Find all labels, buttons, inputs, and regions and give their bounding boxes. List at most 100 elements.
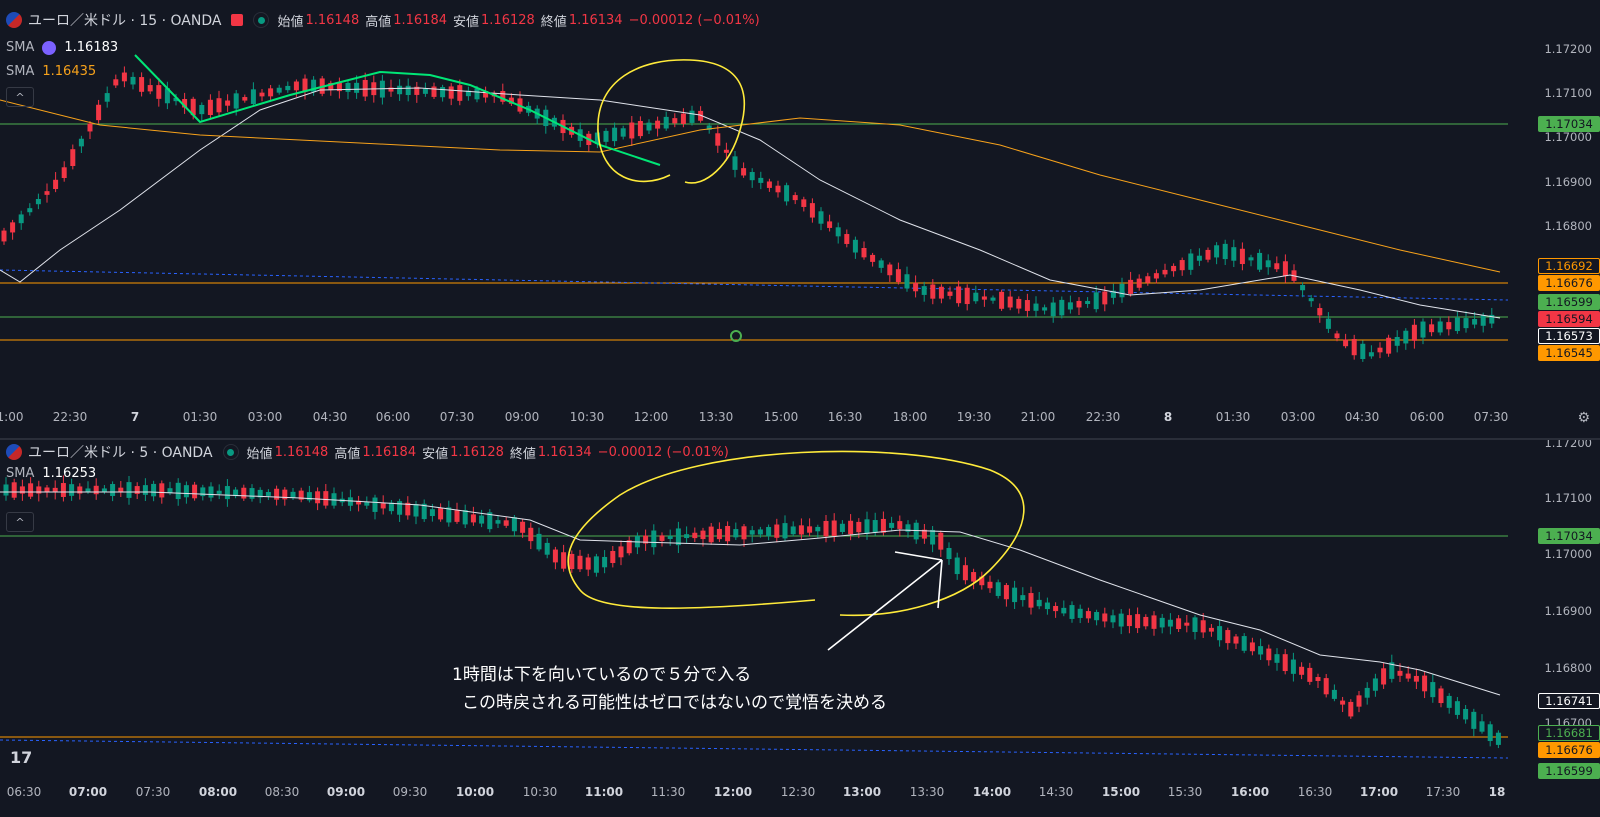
candle-body (775, 185, 781, 193)
candle-body (790, 526, 796, 535)
candle-body (1420, 321, 1426, 338)
candle-body (483, 91, 489, 98)
candle-body (1176, 618, 1182, 630)
sma-value: 1.16253 (42, 466, 97, 481)
candle-body (1028, 593, 1034, 608)
sma-value: 1.16435 (42, 64, 97, 79)
candle-body (1050, 302, 1056, 317)
time-tick: 7 (130, 410, 140, 424)
candle-body (1463, 708, 1469, 720)
candle-body (1368, 352, 1374, 357)
candle-body (130, 76, 136, 85)
price-label: 1.16676 (1538, 742, 1600, 758)
candle-body (1118, 613, 1124, 627)
candle-body (282, 489, 288, 500)
candle-body (1274, 263, 1280, 270)
candle-body (999, 291, 1005, 309)
candle-body (1192, 617, 1198, 632)
candle-body (561, 552, 567, 569)
time-tick: 06:00 (375, 410, 411, 424)
time-tick: 03:00 (247, 410, 283, 424)
candle-body (1042, 307, 1048, 311)
candle-body (1248, 257, 1254, 261)
sma-legend-1[interactable]: SMA 1.16183 (6, 40, 118, 55)
candle-body (981, 296, 987, 300)
price-plot-15min[interactable] (0, 0, 1600, 438)
candle-body (1136, 278, 1142, 288)
price-plot-5min[interactable] (0, 440, 1600, 817)
candle-body (462, 510, 468, 525)
candle-body (142, 485, 148, 495)
candle-body (1033, 303, 1039, 311)
candle-body (1386, 337, 1392, 354)
candle-body (689, 110, 695, 123)
sma-legend-1[interactable]: SMA 1.16253 (6, 466, 96, 481)
candle-body (156, 85, 162, 99)
symbol-title[interactable]: ユーロ／米ドル · 15 · OANDA (28, 13, 222, 29)
candle-body (298, 490, 304, 500)
candle-body (1397, 670, 1403, 676)
candle-body (1331, 689, 1337, 699)
arrow-head (937, 559, 943, 609)
candle-body (792, 195, 798, 201)
candle-body (200, 487, 206, 497)
candle-body (508, 97, 514, 104)
time-tick: 07:30 (135, 785, 171, 799)
annotation-text-2: この時戻される可能性はゼロではないので覚悟を決める (462, 693, 887, 713)
collapse-legend-button[interactable]: ^ (6, 512, 34, 532)
chart-pane-15min[interactable]: ユーロ／米ドル · 15 · OANDA 始値 1.16148 高値 1.161… (0, 0, 1600, 440)
candle-body (1411, 324, 1417, 341)
candle-body (995, 582, 1001, 596)
candle-body (429, 509, 435, 517)
candle-body (323, 491, 329, 506)
candle-body (938, 286, 944, 299)
candle-body (27, 208, 33, 213)
candle-body (241, 487, 247, 499)
time-tick: 1:00 (0, 410, 24, 424)
candle-body (167, 488, 173, 494)
candle-body (1012, 587, 1018, 603)
collapse-legend-button[interactable]: ^ (6, 87, 34, 107)
candle-body (364, 501, 370, 506)
candle-body (872, 520, 878, 533)
time-tick: 12:00 (633, 410, 669, 424)
low-value: 1.16128 (450, 444, 504, 460)
candle-body (637, 120, 643, 137)
candle-body (1076, 300, 1082, 308)
chart-pane-5min[interactable]: ユーロ／米ドル · 5 · OANDA 始値 1.16148 高値 1.1618… (0, 440, 1600, 817)
sma-legend-2[interactable]: SMA 1.16435 (6, 64, 96, 79)
candle-body (1422, 675, 1428, 692)
candle-body (818, 211, 824, 224)
price-label: 1.16599 (1538, 294, 1600, 310)
candle-body (293, 81, 299, 91)
time-tick: 17:00 (1359, 785, 1399, 799)
candle-body (766, 181, 772, 188)
high-value: 1.16184 (362, 444, 417, 460)
candle-body (593, 556, 599, 573)
highlight-circle (597, 59, 746, 184)
legend-header: ユーロ／米ドル · 5 · OANDA 始値 1.16148 高値 1.1618… (6, 442, 735, 462)
sma-name: SMA (6, 466, 35, 481)
candle-body (823, 520, 829, 537)
candle-body (151, 483, 157, 497)
candle-body (216, 490, 222, 494)
candle-body (774, 524, 780, 538)
candle-body (1179, 260, 1185, 271)
candle-body (397, 85, 403, 95)
candle-body (44, 191, 50, 195)
candle-body (1257, 252, 1263, 270)
symbol-title[interactable]: ユーロ／米ドル · 5 · OANDA (28, 445, 213, 461)
candle-body (495, 520, 501, 524)
candle-body (784, 185, 790, 202)
candle-body (1069, 605, 1075, 619)
candle-body (1340, 700, 1346, 705)
candle-body (1003, 585, 1009, 600)
candle-body (594, 132, 600, 145)
candle-body (405, 502, 411, 516)
candle-body (336, 82, 342, 92)
candle-body (844, 234, 850, 244)
candle-body (887, 264, 893, 276)
candle-body (716, 528, 722, 540)
settings-gear-icon[interactable]: ⚙ (1577, 410, 1590, 426)
candle-body (362, 79, 368, 97)
